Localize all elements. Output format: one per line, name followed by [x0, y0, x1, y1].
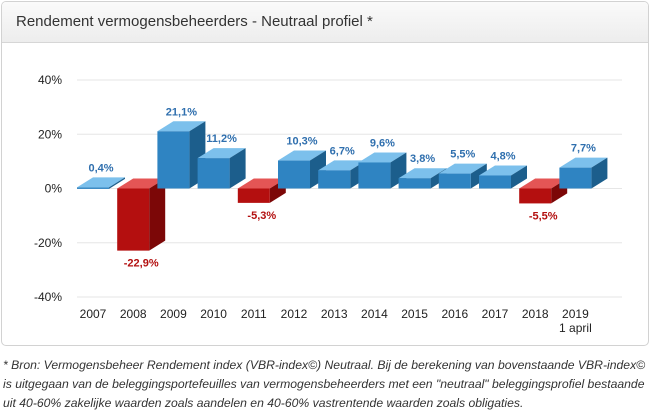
bar-side-face	[229, 148, 246, 189]
x-tick-label: 2018	[522, 307, 549, 321]
bar-2007	[77, 177, 125, 189]
data-label: 11,2%	[206, 133, 237, 145]
chart-panel: Rendement vermogensbeheerders - Neutraal…	[1, 1, 649, 346]
bar-front-face	[157, 131, 190, 189]
x-tick-sublabel: 1 april	[559, 321, 592, 335]
bar-side-face	[470, 163, 487, 189]
bar-side-face	[109, 177, 125, 189]
bar-front-face	[398, 178, 431, 189]
data-label: 10,3%	[286, 136, 317, 148]
x-tick-label: 2012	[281, 307, 308, 321]
x-axis: 2007 2008 2009 2010 2011 2012 2013 2014 2015 2016…	[80, 307, 592, 335]
data-labels: 0,4% -22,9% 21,1% 11,2% -5,3% 10,3% 6,7% 9,6% 3,…	[88, 106, 596, 269]
x-tick-label: 2010	[200, 307, 227, 321]
x-tick-label: 2008	[120, 307, 147, 321]
bar-side-face	[591, 157, 608, 189]
bar-2012	[278, 150, 326, 189]
data-label: 7,7%	[571, 143, 596, 155]
data-label: 21,1%	[166, 106, 197, 118]
bar-chart: 40% 20% 0% -20% -40% 0,4% -22,9% 21,1% 11,2% -5,…	[34, 73, 622, 335]
bar-front-face	[318, 170, 351, 189]
bar-front-face	[438, 173, 471, 189]
bar-front-face	[278, 160, 310, 189]
footnote: * Bron: Vermogensbeheer Rendement index …	[3, 358, 646, 410]
bar-2016	[438, 163, 487, 189]
chart-title: Rendement vermogensbeheerders - Neutraal…	[16, 13, 373, 30]
bar-side-face	[149, 178, 166, 251]
bar-front-face	[117, 188, 150, 251]
y-tick-label: 40%	[38, 73, 62, 87]
x-tick-label: 2017	[482, 307, 509, 321]
x-tick-label: 2011	[241, 307, 267, 321]
bar-2008	[117, 178, 166, 251]
bar-front-face	[197, 158, 230, 189]
y-axis: 40% 20% 0% -20% -40%	[34, 73, 62, 304]
bar-2019	[559, 157, 608, 189]
data-label: -5,5%	[529, 210, 558, 222]
x-tick-label: 2014	[361, 307, 388, 321]
y-tick-label: -20%	[34, 236, 62, 250]
bars	[77, 121, 608, 251]
data-label: -5,3%	[247, 210, 276, 222]
bar-front-face	[237, 188, 270, 203]
bar-side-face	[511, 165, 527, 189]
bar-front-face	[559, 167, 592, 189]
data-label: 3,8%	[410, 153, 435, 165]
x-tick-label: 2009	[160, 307, 187, 321]
data-label: -22,9%	[124, 258, 159, 270]
data-label: 5,5%	[450, 149, 475, 161]
panel-header: Rendement vermogensbeheerders - Neutraal…	[2, 2, 648, 43]
x-tick-label: 2016	[441, 307, 468, 321]
bar-front-face	[358, 162, 391, 189]
data-label: 0,4%	[88, 162, 113, 174]
bar-2010	[197, 148, 246, 189]
bar-front-face	[519, 188, 552, 204]
data-label: 6,7%	[330, 145, 355, 157]
y-tick-label: 20%	[38, 127, 62, 141]
y-tick-label: 0%	[45, 182, 63, 196]
x-tick-label: 2019	[562, 307, 589, 321]
data-label: 4,8%	[490, 150, 515, 162]
y-tick-label: -40%	[34, 290, 62, 304]
x-tick-label: 2015	[401, 307, 428, 321]
bar-front-face	[77, 187, 109, 189]
bar-2017	[479, 165, 527, 189]
data-label: 9,6%	[370, 137, 395, 149]
x-tick-label: 2007	[80, 307, 107, 321]
x-tick-label: 2013	[321, 307, 348, 321]
bar-front-face	[479, 175, 511, 189]
